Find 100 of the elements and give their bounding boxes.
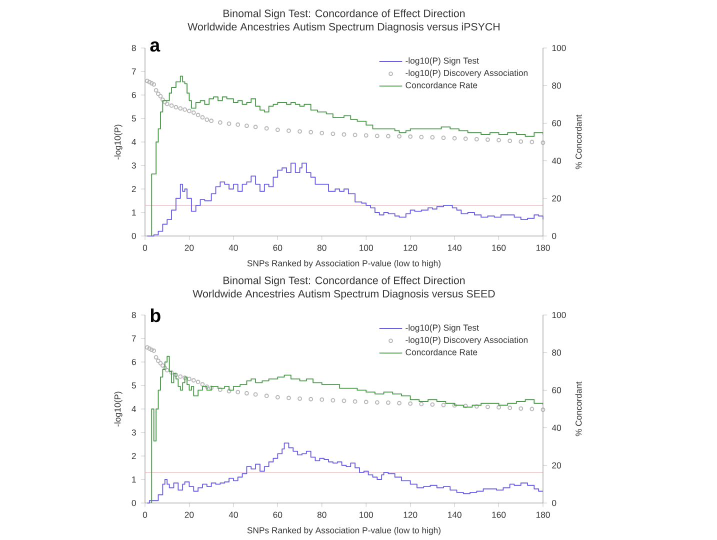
x-tick-label: 160 (492, 244, 506, 251)
y-tick-label: 4 (132, 139, 136, 145)
y-tick-label: 5 (132, 115, 136, 122)
chart-title: Binomal Sign Test: Concordance of Effect Direction (224, 276, 465, 286)
point (430, 135, 435, 140)
point (174, 372, 178, 378)
annotation: a (150, 41, 160, 52)
legend-label: Concordance Rate (406, 82, 478, 88)
y2-tick-label: 100 (552, 44, 566, 52)
point (158, 94, 163, 98)
point (308, 396, 314, 402)
point (518, 139, 524, 144)
y-tick-label: 4 (132, 406, 136, 412)
x-tick-label: 180 (536, 512, 550, 518)
point (342, 398, 346, 403)
point (540, 408, 546, 412)
point (182, 376, 188, 380)
x-tick-label: 120 (404, 244, 418, 251)
point (330, 398, 336, 403)
point (508, 138, 512, 144)
point (397, 134, 402, 139)
x-tick-label: 120 (404, 512, 418, 518)
point (154, 355, 158, 360)
point (352, 399, 358, 404)
x-tick-label: 100 (360, 244, 373, 251)
point (452, 403, 457, 408)
point (352, 132, 358, 138)
x-tick-label: 80 (317, 244, 326, 251)
point (178, 106, 183, 111)
x-tick-label: 0 (142, 512, 148, 518)
x-tick-label: 20 (184, 512, 194, 518)
point (174, 105, 178, 110)
point (330, 132, 336, 136)
point (226, 388, 232, 394)
point (298, 396, 302, 401)
point (218, 120, 222, 125)
point (264, 126, 269, 131)
y-tick-label: 8 (132, 312, 136, 318)
point (474, 404, 479, 409)
x-tick-label: 180 (536, 244, 550, 251)
point (218, 388, 222, 392)
x-tick-label: 140 (448, 512, 462, 518)
point (149, 81, 154, 86)
point (452, 136, 457, 140)
y2-tick-label: 60 (552, 387, 562, 394)
point (264, 394, 269, 398)
y-tick-label: 1 (132, 210, 136, 216)
point (342, 132, 346, 137)
point (530, 406, 534, 412)
y-tick-label: 1 (132, 476, 136, 482)
point (200, 382, 205, 387)
y2-tick-label: 40 (552, 158, 562, 164)
point (386, 400, 390, 405)
point (152, 82, 156, 87)
point (430, 402, 435, 407)
x-tick-label: 0 (142, 244, 148, 251)
y-tick-label: 3 (132, 162, 136, 169)
point (463, 136, 468, 141)
x-axis-title: SNPs Ranked by Association P-value (low to high) (247, 260, 440, 268)
legend-label: -log10(P) Sign Test (406, 324, 479, 332)
point (169, 103, 174, 108)
y-tick-label: 2 (132, 452, 136, 460)
y-axis-title: -log10(P) (114, 392, 122, 426)
point (275, 128, 280, 132)
x-tick-label: 20 (184, 244, 194, 251)
point (182, 107, 188, 112)
point (145, 78, 150, 84)
y-tick-label: 5 (132, 382, 136, 389)
point (374, 400, 380, 405)
point (275, 395, 280, 400)
point (298, 129, 302, 134)
point (540, 140, 546, 145)
point (419, 402, 424, 406)
point (209, 118, 214, 124)
point (320, 130, 324, 136)
y-axis-title: -log10(P) (114, 124, 122, 160)
legend-label: -log10(P) Discovery Association (406, 70, 528, 78)
point (191, 110, 196, 115)
point (386, 134, 390, 138)
point (160, 98, 165, 102)
point (204, 384, 210, 389)
point (518, 406, 524, 411)
point (169, 370, 174, 375)
y2-axis-title: % Concordant (575, 114, 582, 170)
point (374, 134, 380, 138)
point (164, 368, 170, 372)
x-tick-label: 140 (448, 244, 462, 251)
legend-label: -log10(P) Sign Test (406, 57, 479, 66)
x-tick-label: 60 (273, 244, 282, 251)
x-tick-label: 100 (360, 512, 373, 518)
chart-subtitle: Worldwide Ancestries Autism Spectrum Diagnosis versus iPSYCH (188, 22, 500, 33)
point (408, 134, 413, 139)
point (236, 390, 240, 394)
point (286, 128, 291, 133)
point (486, 404, 490, 410)
point (441, 136, 446, 140)
point (308, 130, 314, 134)
x-tick-label: 160 (492, 512, 506, 518)
annotation: b (150, 308, 160, 322)
y2-tick-label: 20 (552, 462, 562, 468)
